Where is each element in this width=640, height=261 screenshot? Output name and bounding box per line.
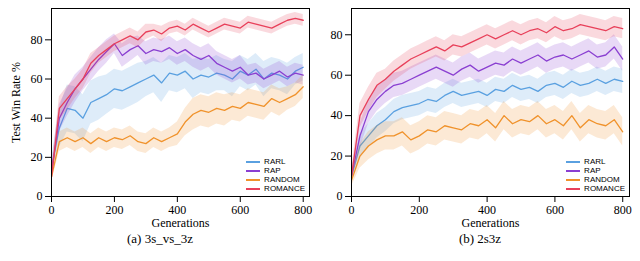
- svg-text:400: 400: [478, 203, 497, 217]
- html-text:RANDOM: RANDOM: [584, 175, 620, 184]
- svg-text:40: 40: [31, 111, 43, 125]
- svg-text:Test Win Rate %: Test Win Rate %: [9, 62, 23, 143]
- svg-text:Generations: Generations: [462, 216, 520, 230]
- svg-text:400: 400: [168, 203, 187, 217]
- svg-text:Generations: Generations: [152, 216, 210, 230]
- svg-text:0: 0: [349, 203, 355, 217]
- svg-text:800: 800: [294, 203, 312, 217]
- svg-text:80: 80: [31, 33, 43, 47]
- html-text:RAP: RAP: [584, 166, 601, 175]
- html-text:RARL: RARL: [264, 157, 286, 166]
- svg-text:60: 60: [331, 68, 343, 82]
- svg-text:200: 200: [105, 203, 123, 217]
- html-text:RANDOM: RANDOM: [264, 175, 300, 184]
- svg-text:20: 20: [331, 149, 343, 163]
- svg-text:60: 60: [31, 72, 43, 86]
- svg-text:800: 800: [614, 203, 632, 217]
- svg-text:40: 40: [331, 108, 343, 122]
- html-text:RAP: RAP: [264, 166, 281, 175]
- svg-text:600: 600: [546, 203, 564, 217]
- svg-text:600: 600: [231, 203, 249, 217]
- svg-text:0: 0: [337, 189, 343, 203]
- html-text:RARL: RARL: [584, 157, 606, 166]
- svg-text:0: 0: [37, 189, 43, 203]
- html-text:(a) 3s_vs_3z: (a) 3s_vs_3z: [127, 231, 193, 246]
- svg-text:0: 0: [49, 203, 55, 217]
- html-text:ROMANCE: ROMANCE: [584, 184, 625, 193]
- svg-text:200: 200: [410, 203, 428, 217]
- html-text:ROMANCE: ROMANCE: [264, 184, 305, 193]
- svg-text:20: 20: [31, 150, 43, 164]
- html-text:(b) 2s3z: (b) 2s3z: [458, 231, 502, 246]
- svg-text:80: 80: [331, 28, 343, 42]
